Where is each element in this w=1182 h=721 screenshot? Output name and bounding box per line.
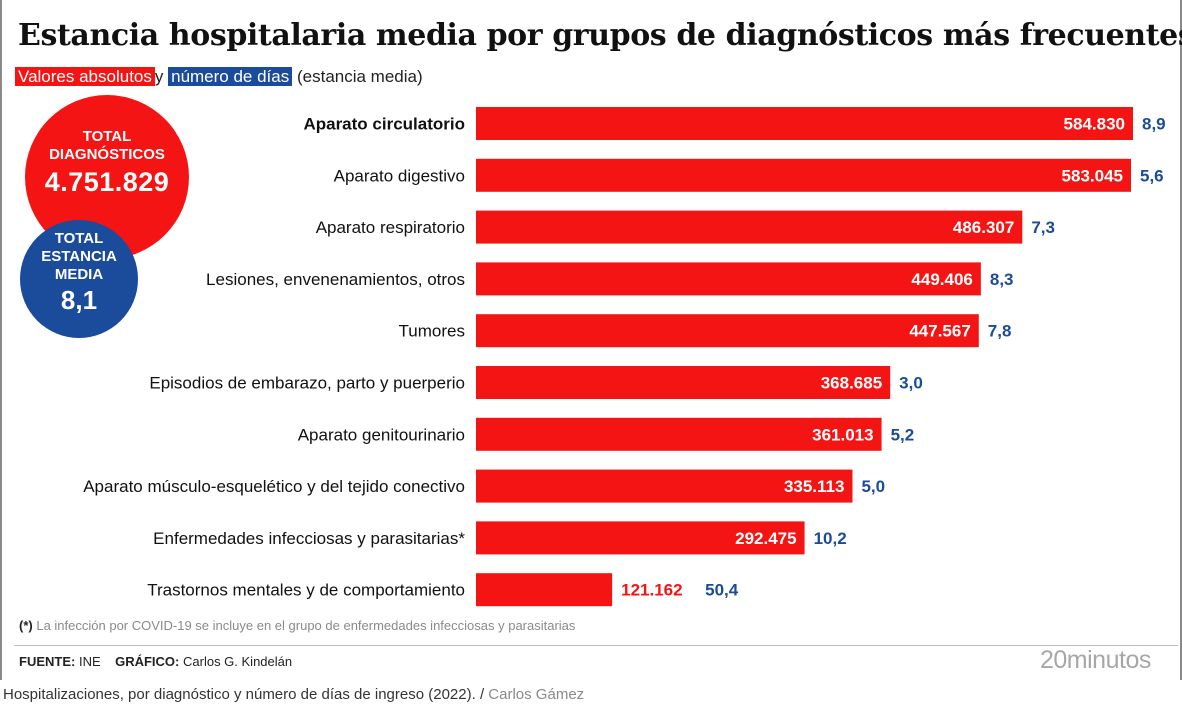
bar-value-label: 368.685 xyxy=(821,374,882,393)
footer-divider xyxy=(14,645,1178,646)
graphic-label: GRÁFICO: xyxy=(115,654,180,669)
average-stay-label: 5,6 xyxy=(1140,166,1164,185)
subtitle-suffix: (estancia media) xyxy=(296,67,423,86)
source-value: INE xyxy=(78,654,101,669)
average-stay-label: 50,4 xyxy=(705,581,739,600)
category-label: Aparato respiratorio xyxy=(316,218,465,237)
total-diagnostics-label: TOTAL xyxy=(82,128,132,145)
bar-value-label: 583.045 xyxy=(1062,166,1123,185)
brand-logo: 20minutos xyxy=(1040,646,1151,674)
bar xyxy=(476,158,1131,192)
subtitle-absolute-values: Valores absolutos xyxy=(15,67,155,86)
category-label: Trastornos mentales y de comportamiento xyxy=(147,581,465,600)
total-stay-label: TOTAL xyxy=(54,230,104,247)
footnote-text: La infección por COVID-19 se incluye en … xyxy=(36,618,576,633)
total-average-stay-circle: TOTAL ESTANCIA MEDIA 8,1 xyxy=(20,220,138,338)
category-label: Aparato músculo-esquelético y del tejido… xyxy=(83,477,465,496)
total-stay-label-2: ESTANCIA xyxy=(41,248,117,265)
category-label: Lesiones, envenenamientos, otros xyxy=(206,270,465,289)
caption-separator: / xyxy=(479,686,485,703)
subtitle-days: número de días xyxy=(168,67,293,86)
average-stay-label: 5,0 xyxy=(861,477,885,496)
footnote-marker: (*) xyxy=(19,618,33,633)
average-stay-label: 8,9 xyxy=(1142,115,1166,134)
bar xyxy=(476,107,1133,140)
image-caption: Hospitalizaciones, por diagnóstico y núm… xyxy=(3,686,584,703)
bar-chart: Aparato circulatorio 584.830 8,9 Aparato di… xyxy=(83,107,1166,607)
total-stay-label-3: MEDIA xyxy=(54,266,104,283)
average-stay-label: 7,3 xyxy=(1031,218,1055,237)
bar-value-label: 335.113 xyxy=(784,477,845,496)
image-frame-right xyxy=(1180,0,1182,680)
bar xyxy=(476,469,853,503)
bar-value-label: 121.162 xyxy=(621,581,682,600)
bar-value-label: 292.475 xyxy=(735,529,796,548)
average-stay-label: 8,3 xyxy=(990,270,1014,289)
total-diagnostics-label-2: DIAGNÓSTICOS xyxy=(49,146,165,163)
bar-value-label: 447.567 xyxy=(909,322,970,341)
bar xyxy=(476,262,981,296)
caption-credit[interactable]: Carlos Gámez xyxy=(488,686,585,703)
average-stay-label: 3,0 xyxy=(899,374,923,393)
bar xyxy=(476,314,979,348)
average-stay-label: 5,2 xyxy=(891,425,915,444)
category-label: Enfermedades infecciosas y parasitarias* xyxy=(153,529,465,548)
average-stay-label: 10,2 xyxy=(814,529,847,548)
bar xyxy=(476,417,882,451)
category-label: Aparato circulatorio xyxy=(303,115,465,134)
bar xyxy=(476,210,1023,244)
footnote: (*) La infección por COVID-19 se incluye… xyxy=(19,618,575,633)
category-label: Episodios de embarazo, parto y puerperio xyxy=(149,374,465,393)
bar xyxy=(476,573,613,607)
graphic-author: Carlos G. Kindelán xyxy=(183,654,293,669)
total-diagnostics-value: 4.751.829 xyxy=(44,167,170,197)
average-stay-label: 7,8 xyxy=(988,322,1012,341)
image-frame-left xyxy=(0,0,2,680)
category-label: Tumores xyxy=(399,322,465,341)
category-label: Aparato digestivo xyxy=(334,166,465,185)
caption-text: Hospitalizaciones, por diagnóstico y núm… xyxy=(3,686,476,703)
chart-title: Estancia hospitalaria media por grupos d… xyxy=(18,18,1182,53)
bar-value-label: 584.830 xyxy=(1064,115,1125,134)
subtitle-connector: y xyxy=(154,67,164,86)
bar-value-label: 449.406 xyxy=(911,270,972,289)
bar xyxy=(476,521,805,555)
source-label: FUENTE: xyxy=(19,654,76,669)
category-label: Aparato genitourinario xyxy=(298,425,465,444)
chart-subtitle: Valores absolutos y número de días (estan… xyxy=(15,66,423,88)
total-stay-value: 8,1 xyxy=(60,285,98,315)
bar-value-label: 486.307 xyxy=(953,218,1014,237)
source-line: FUENTE: INE GRÁFICO: Carlos G. Kindelán xyxy=(19,654,292,669)
bar-value-label: 361.013 xyxy=(812,425,873,444)
bar xyxy=(476,366,891,399)
